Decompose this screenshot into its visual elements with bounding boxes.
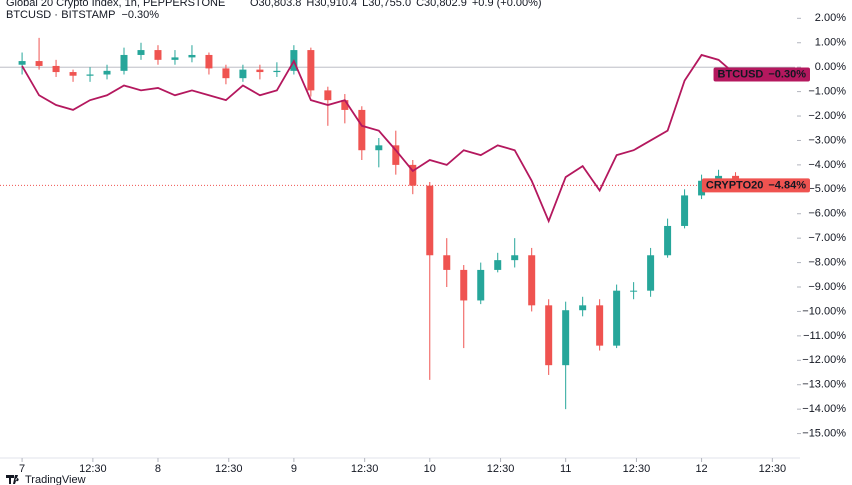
y-tick-label: −8.00%	[808, 256, 846, 268]
chart-title: Global 20 Crypto Index, 1h, PEPPERSTONE	[6, 0, 225, 9]
logo-icon	[6, 475, 19, 484]
price-label-name: CRYPTO20	[706, 179, 763, 191]
candle-body	[375, 145, 383, 151]
candle-body	[681, 195, 689, 226]
y-tick-label: 0.00%	[815, 61, 846, 73]
x-tick-label: 12:30	[487, 463, 515, 475]
candle-body	[324, 90, 332, 101]
x-tick-label: 8	[155, 463, 161, 475]
candle-body	[630, 290, 638, 292]
x-tick-label: 12:30	[215, 463, 243, 475]
legend-source: BITSTAMP	[61, 9, 115, 21]
candle-body	[698, 180, 706, 196]
y-tick-label: −6.00%	[808, 208, 846, 220]
legend-name: BTCUSD	[6, 9, 51, 21]
candle-body	[205, 54, 213, 69]
candle-body	[222, 68, 230, 79]
y-tick-label: −15.00%	[802, 427, 846, 439]
candle-body	[52, 65, 60, 73]
candle-body	[273, 70, 281, 73]
y-tick-label: −10.00%	[802, 305, 846, 317]
candle-body	[596, 305, 604, 346]
price-label-value: −0.30%	[768, 68, 806, 80]
candle-body	[528, 255, 536, 306]
ohlc-value: +0.9 (+0.00%)	[472, 0, 542, 9]
candle-body	[256, 69, 264, 73]
x-tick-label: 7	[19, 463, 25, 475]
candle-body	[120, 54, 128, 71]
candle-body	[477, 269, 485, 301]
y-tick-label: −3.00%	[808, 134, 846, 146]
candle-body	[426, 185, 434, 256]
ohlc-value: O30,803.8	[250, 0, 301, 9]
y-tick-label: −2.00%	[808, 110, 846, 122]
candle-body	[154, 50, 162, 60]
chart-header: Global 20 Crypto Index, 1h, PEPPERSTONE	[6, 0, 225, 9]
candle-body	[171, 57, 179, 60]
candle-body	[511, 255, 519, 261]
y-tick-label: −5.00%	[808, 183, 846, 195]
candle-body	[392, 145, 400, 165]
y-tick-label: 2.00%	[815, 12, 846, 24]
x-tick-label: 12	[695, 463, 707, 475]
candle-body	[103, 70, 111, 75]
x-tick-label: 12:30	[351, 463, 379, 475]
x-tick-label: 9	[291, 463, 297, 475]
candle-body	[443, 255, 451, 270]
candle-body	[715, 175, 723, 181]
candle-body	[137, 50, 145, 55]
x-tick-label: 12:30	[79, 463, 107, 475]
line-series	[21, 53, 737, 224]
candle-body	[358, 109, 366, 151]
legend-change: −0.30%	[121, 9, 159, 21]
candle-body	[307, 50, 315, 91]
price-label-value: −4.84%	[768, 179, 806, 191]
candle-body	[86, 74, 94, 76]
candle-body	[341, 100, 349, 110]
footer: TradingView	[6, 474, 86, 485]
candle-body	[545, 305, 553, 366]
y-tick-label: −14.00%	[802, 403, 846, 415]
x-tick-label: 11	[560, 463, 571, 475]
candle-body	[664, 225, 672, 256]
x-tick-label: 10	[424, 463, 436, 475]
ohlc-value: H30,910.4	[306, 0, 357, 9]
candle-body	[35, 61, 43, 66]
ohlc-value: L30,755.0	[362, 0, 411, 9]
price-label-name: BTCUSD	[718, 68, 764, 80]
y-tick-label: −9.00%	[808, 281, 846, 293]
candle-body	[188, 54, 196, 58]
price-label: −4.84% CRYPTO20	[701, 178, 810, 193]
y-tick-label: −1.00%	[808, 86, 846, 98]
candle-body	[613, 290, 621, 346]
candle-body	[69, 72, 77, 76]
y-tick-label: −7.00%	[808, 232, 846, 244]
candle-body	[494, 260, 502, 270]
x-tick-label: 12:30	[759, 463, 787, 475]
candle-body	[579, 305, 587, 311]
candle-body	[460, 269, 468, 301]
candle-body	[562, 310, 570, 366]
candle-body	[18, 61, 26, 65]
y-tick-label: −12.00%	[802, 354, 846, 366]
candle-body	[647, 255, 655, 291]
y-tick-label: 1.00%	[815, 37, 846, 49]
candle-body	[239, 69, 247, 79]
legend-separator: ·	[54, 9, 58, 21]
y-tick-label: −13.00%	[802, 379, 846, 391]
candle-body	[409, 164, 417, 186]
price-label: −0.30% BTCUSD	[713, 67, 810, 82]
ohlc-value: C30,802.9	[416, 0, 467, 9]
price-label-box	[713, 67, 810, 82]
brand: TradingView	[25, 474, 86, 485]
x-tick-label: 12:30	[623, 463, 651, 475]
price-label-box	[701, 178, 810, 193]
y-tick-label: −11.00%	[803, 330, 846, 342]
y-tick-label: −4.00%	[808, 159, 846, 171]
